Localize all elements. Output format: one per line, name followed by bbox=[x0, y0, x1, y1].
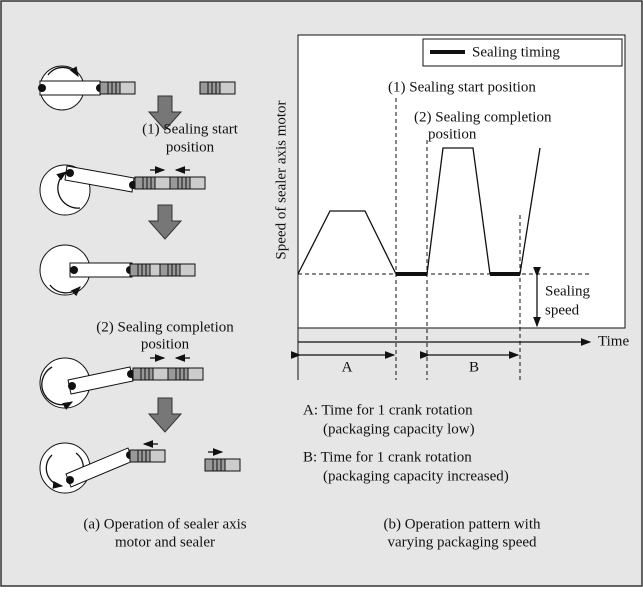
caption: (a) Operation of sealer axis bbox=[83, 516, 246, 532]
step-label: (2) Sealing completion bbox=[96, 319, 234, 335]
step-label: position bbox=[141, 336, 190, 352]
note: (packaging capacity increased) bbox=[323, 468, 509, 484]
crank-diagrams bbox=[38, 65, 241, 494]
annotation: position bbox=[428, 126, 477, 142]
step-label: (1) Sealing start bbox=[142, 121, 239, 137]
interval-label: B bbox=[469, 359, 479, 375]
annotation: Sealing bbox=[545, 283, 590, 299]
interval-label: A bbox=[342, 359, 353, 375]
plot-area bbox=[297, 34, 626, 329]
annotation: (1) Sealing start position bbox=[388, 79, 536, 95]
note: B: Time for 1 crank rotation bbox=[303, 449, 472, 465]
legend-text: Sealing timing bbox=[472, 44, 560, 60]
step-label: position bbox=[166, 139, 215, 155]
caption: motor and sealer bbox=[115, 534, 215, 550]
x-axis-label: Time bbox=[598, 333, 629, 349]
waveform bbox=[290, 98, 592, 380]
annotation: (2) Sealing completion bbox=[414, 109, 552, 125]
caption: varying packaging speed bbox=[387, 534, 537, 550]
note: (packaging capacity low) bbox=[323, 421, 475, 437]
y-axis-label: Speed of sealer axis motor bbox=[273, 100, 289, 259]
note: A: Time for 1 crank rotation bbox=[303, 402, 473, 418]
annotation: speed bbox=[545, 302, 580, 318]
caption: (b) Operation pattern with bbox=[383, 516, 541, 532]
